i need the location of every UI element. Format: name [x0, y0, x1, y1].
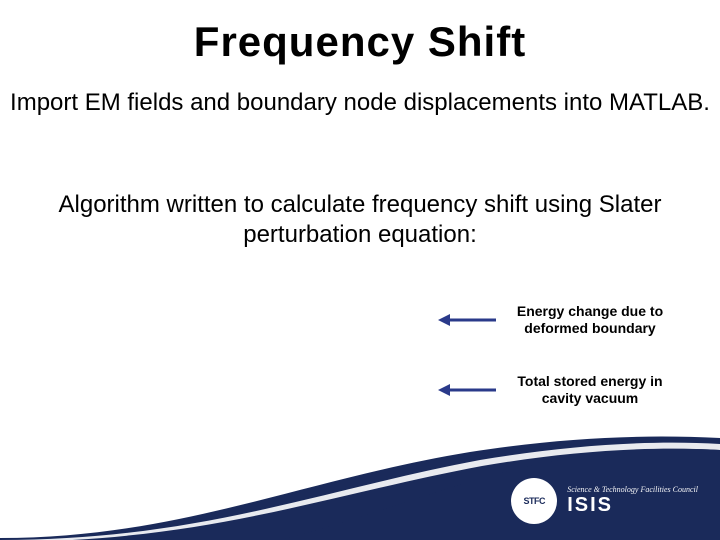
annotation-energy-change: Energy change due to deformed boundary [500, 303, 680, 337]
slide-title: Frequency Shift [0, 18, 720, 66]
annotation-total-energy: Total stored energy in cavity vacuum [500, 373, 680, 407]
body-paragraph-2: Algorithm written to calculate frequency… [0, 190, 720, 250]
logo-circle-icon: STFC [511, 478, 557, 524]
body-paragraph-1: Import EM fields and boundary node displ… [0, 88, 720, 118]
footer-logo-block: STFC Science & Technology Facilities Cou… [511, 478, 698, 524]
logo-text: Science & Technology Facilities Council … [567, 485, 698, 517]
slide-container: Frequency Shift Import EM fields and bou… [0, 0, 720, 540]
logo-small-text: Science & Technology Facilities Council [567, 485, 698, 494]
arrow-2 [438, 382, 498, 398]
logo-big-text: ISIS [567, 494, 698, 517]
logo-circle-text: STFC [523, 496, 545, 506]
arrow-1 [438, 312, 498, 328]
